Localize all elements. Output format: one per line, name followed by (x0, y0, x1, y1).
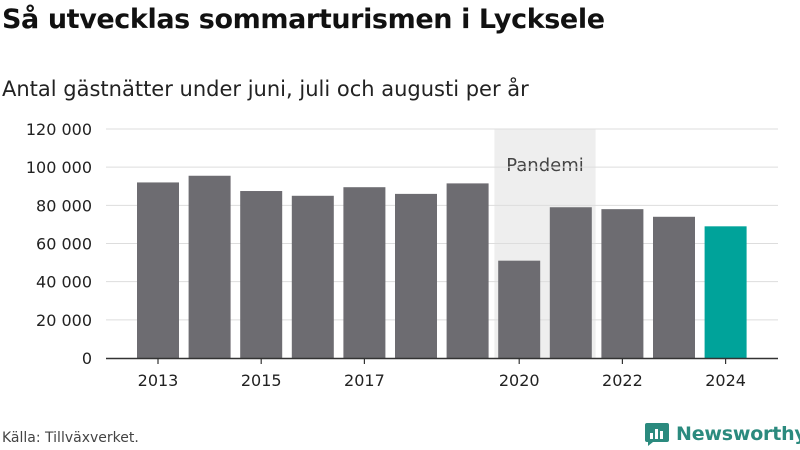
bar-2014 (188, 175, 231, 358)
x-tick-label: 2022 (602, 371, 643, 390)
y-tick-label: 60 000 (36, 235, 92, 254)
y-tick-label: 40 000 (36, 273, 92, 292)
y-tick-label: 0 (82, 349, 92, 368)
bar-2022 (601, 209, 644, 358)
bar-2017 (343, 187, 386, 358)
chart-title: Så utvecklas sommarturismen i Lycksele (2, 4, 605, 35)
source-note: Källa: Tillväxverket. (2, 430, 139, 446)
brand-logo: Newsworthy (644, 421, 800, 447)
x-tick-label: 2024 (705, 371, 746, 390)
x-tick-label: 2017 (344, 371, 385, 390)
bar-2021 (549, 207, 592, 358)
newsworthy-logo-icon (645, 423, 669, 446)
y-tick-label: 20 000 (36, 311, 92, 330)
bar-2024 (704, 226, 747, 358)
chart-subtitle: Antal gästnätter under juni, juli och au… (2, 77, 529, 101)
bar-2013 (137, 182, 179, 358)
x-tick-label: 2013 (138, 371, 179, 390)
bar-2023 (653, 216, 695, 358)
y-tick-label: 80 000 (36, 196, 92, 215)
bar-2015 (240, 191, 283, 358)
bar-2018 (395, 193, 437, 358)
bar-chart: Pandemi 0 20 000 40 000 60 000 80 000 100 000 1… (26, 120, 778, 390)
bar-2020 (498, 260, 541, 358)
y-tick-label: 120 000 (26, 120, 92, 139)
x-tick-label: 2020 (499, 371, 540, 390)
x-tick-label: 2015 (241, 371, 282, 390)
y-tick-label: 100 000 (26, 158, 92, 177)
bar-2019 (446, 183, 489, 358)
pandemic-label: Pandemi (506, 155, 584, 176)
brand-name: Newsworthy (676, 423, 800, 445)
bar-2016 (291, 195, 334, 358)
